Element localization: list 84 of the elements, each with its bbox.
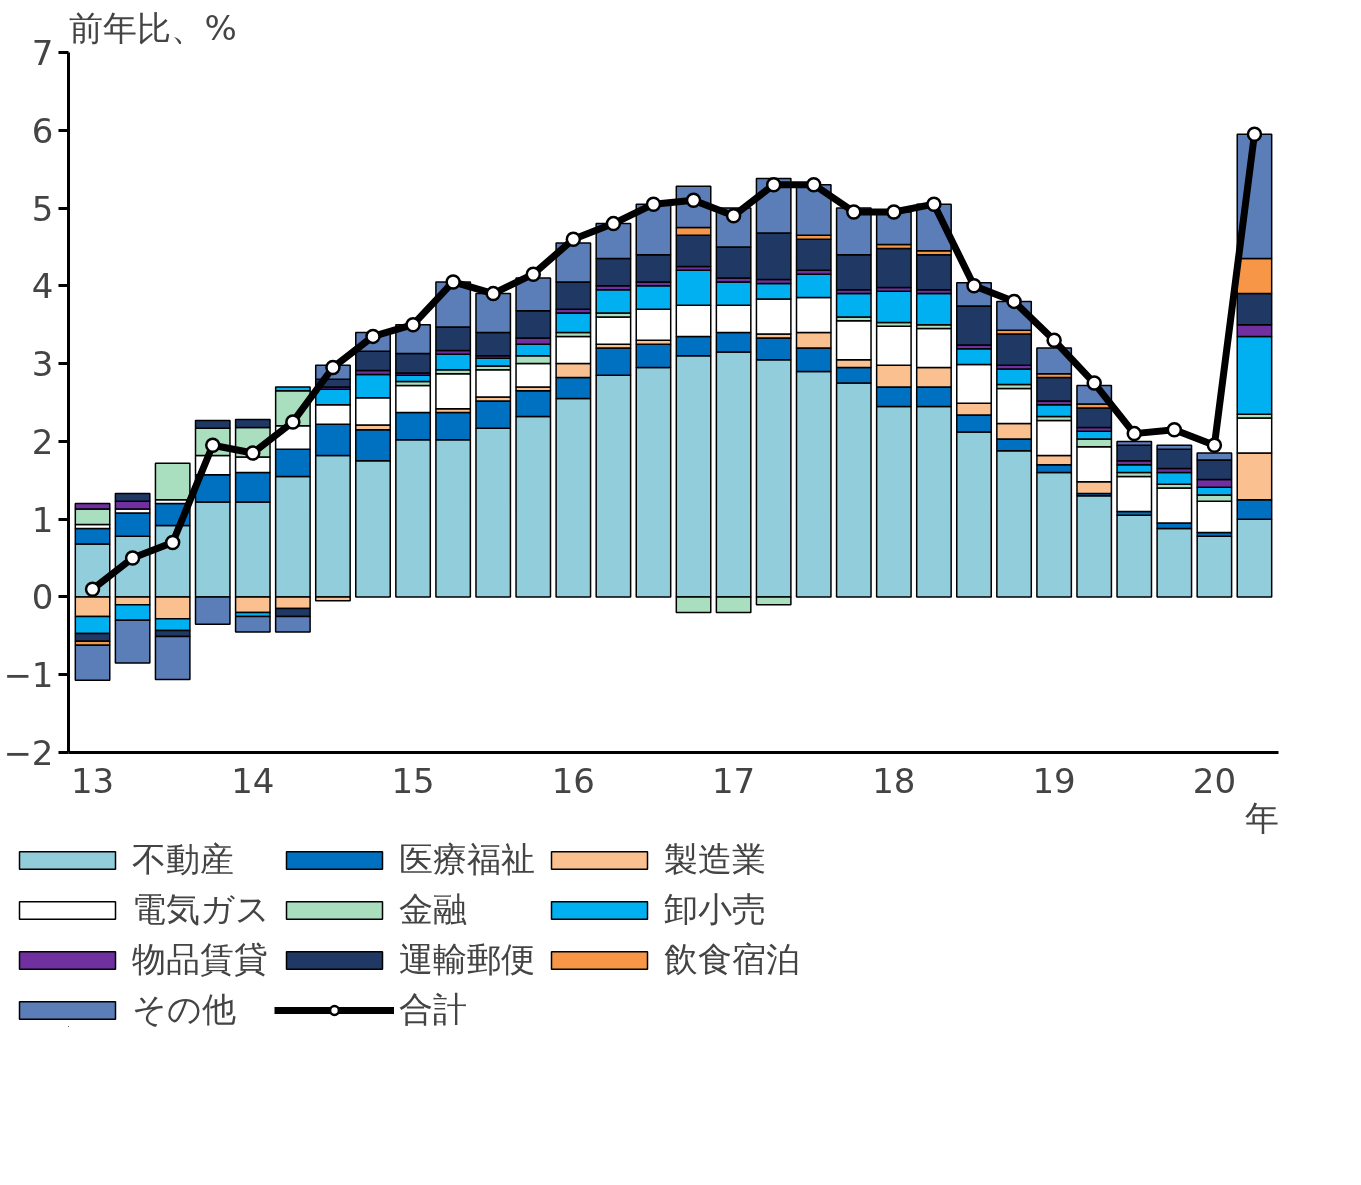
- bar: [1196, 535, 1233, 598]
- point: [605, 215, 622, 232]
- bar: [435, 372, 472, 410]
- point: [805, 176, 822, 193]
- bar: [1116, 514, 1153, 598]
- point: [926, 196, 942, 212]
- legend-label: 運輸郵便: [398, 938, 535, 981]
- x-tick-label: 20: [1192, 760, 1237, 801]
- point: [1166, 421, 1183, 438]
- y-tick-label: 1: [31, 499, 54, 540]
- point: [1086, 375, 1102, 391]
- bar: [996, 333, 1033, 366]
- bar: [915, 292, 952, 326]
- legend-label: 物品賃貸: [131, 938, 268, 981]
- y-tick-label: 5: [31, 188, 54, 229]
- y-tick-label: 2: [31, 421, 54, 462]
- x-tick-label: 16: [551, 760, 595, 801]
- bar: [875, 290, 912, 324]
- y-axis-title: 前年比、%: [68, 7, 237, 48]
- y-tick-label: 6: [31, 110, 54, 151]
- point: [1126, 425, 1143, 442]
- point: [1206, 437, 1223, 454]
- x-axis-title: 年: [1244, 797, 1279, 838]
- legend-label: 電気ガス: [131, 888, 270, 931]
- x-tick-label: 15: [391, 760, 435, 801]
- bar: [154, 462, 191, 501]
- bar: [1076, 495, 1113, 598]
- point: [645, 196, 662, 212]
- bar: [555, 312, 592, 334]
- legend-label: 卸小売: [663, 888, 766, 931]
- bar: [1156, 448, 1193, 470]
- bar: [875, 247, 912, 289]
- point: [124, 550, 141, 566]
- point: [405, 316, 421, 333]
- bar: [1076, 407, 1113, 429]
- point: [966, 278, 982, 294]
- x-tick-label: 19: [1032, 760, 1076, 801]
- bar: [1116, 444, 1153, 462]
- point: [164, 534, 181, 551]
- legend-label: 製造業: [663, 838, 766, 881]
- legend-label: 金融: [398, 888, 467, 931]
- legend-label: 合計: [398, 988, 467, 1029]
- y-tick-label: 7: [31, 33, 54, 73]
- legend-label: 飲食宿泊: [663, 938, 800, 981]
- point: [325, 359, 341, 376]
- point: [846, 204, 862, 220]
- point: [1046, 332, 1062, 349]
- x-tick-label: 18: [872, 760, 916, 801]
- y-tick-label: −1: [3, 655, 54, 696]
- y-tick-label: 3: [31, 344, 54, 385]
- point: [1246, 126, 1263, 142]
- x-tick-label: 14: [231, 760, 275, 801]
- legend-label: 不動産: [131, 838, 234, 881]
- bar: [1116, 475, 1153, 513]
- point: [445, 274, 461, 290]
- x-tick-label: 13: [70, 760, 115, 801]
- legend-label: その他: [131, 988, 236, 1029]
- bar: [1156, 471, 1193, 485]
- bar: [795, 238, 832, 272]
- bar: [234, 615, 271, 633]
- point: [485, 285, 501, 302]
- point: [886, 204, 902, 220]
- bar: [1156, 527, 1193, 598]
- point: [84, 581, 101, 597]
- point: [285, 414, 301, 430]
- bar: [475, 369, 512, 398]
- x-tick-label: 17: [711, 760, 756, 801]
- point: [725, 208, 742, 224]
- y-tick-label: 0: [31, 577, 54, 618]
- bar: [595, 288, 632, 314]
- y-tick-label: −2: [3, 733, 54, 773]
- point: [525, 266, 542, 282]
- point: [245, 445, 261, 461]
- point: [1006, 293, 1022, 310]
- legend-label: 医療福祉: [398, 838, 535, 881]
- point: [765, 176, 782, 193]
- bar: [595, 316, 632, 345]
- y-tick-label: 4: [31, 266, 54, 307]
- bar: [1036, 376, 1073, 402]
- bar: [835, 292, 872, 318]
- bar: [915, 253, 952, 291]
- point: [565, 231, 582, 247]
- bar: [435, 353, 472, 371]
- bar: [74, 644, 111, 681]
